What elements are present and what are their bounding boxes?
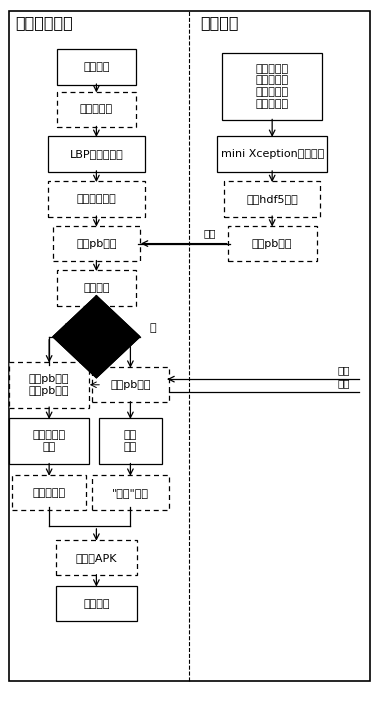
- Text: 年龄与性别
识别: 年龄与性别 识别: [33, 431, 66, 452]
- FancyBboxPatch shape: [48, 181, 144, 217]
- FancyBboxPatch shape: [224, 181, 320, 217]
- FancyBboxPatch shape: [57, 92, 136, 127]
- Text: "悲伤"告警: "悲伤"告警: [112, 488, 149, 498]
- Text: 表情pb模型: 表情pb模型: [110, 380, 151, 390]
- FancyBboxPatch shape: [99, 418, 162, 465]
- Text: 是: 是: [149, 323, 156, 333]
- Text: 四个pb模型: 四个pb模型: [252, 239, 293, 249]
- Text: 表情
识别: 表情 识别: [124, 431, 137, 452]
- Text: 陌生人告警: 陌生人告警: [33, 488, 66, 498]
- FancyBboxPatch shape: [228, 226, 316, 261]
- Text: 性能测试: 性能测试: [83, 599, 110, 609]
- Text: 人脸属性识别: 人脸属性识别: [15, 15, 73, 30]
- Text: 调取: 调取: [338, 366, 350, 376]
- Text: 提取人脸图像: 提取人脸图像: [76, 194, 116, 204]
- FancyBboxPatch shape: [53, 226, 140, 261]
- Text: 调取: 调取: [203, 228, 215, 238]
- Text: 编译成APK: 编译成APK: [76, 553, 117, 563]
- Text: 否: 否: [64, 323, 71, 333]
- FancyBboxPatch shape: [91, 475, 169, 510]
- Text: 模型准备: 模型准备: [200, 15, 239, 30]
- FancyBboxPatch shape: [9, 11, 370, 681]
- Text: 年龄pb模型
性别pb模型: 年龄pb模型 性别pb模型: [29, 374, 70, 395]
- FancyBboxPatch shape: [56, 586, 137, 621]
- Text: 人脸识别: 人脸识别: [83, 283, 110, 293]
- Polygon shape: [53, 296, 140, 378]
- FancyBboxPatch shape: [222, 52, 322, 119]
- Text: 四个hdf5模型: 四个hdf5模型: [246, 194, 298, 204]
- Text: mini Xception网络训练: mini Xception网络训练: [220, 149, 324, 159]
- FancyBboxPatch shape: [12, 475, 86, 510]
- Text: 网络视频: 网络视频: [83, 62, 110, 72]
- FancyBboxPatch shape: [91, 367, 169, 402]
- FancyBboxPatch shape: [57, 270, 136, 306]
- FancyBboxPatch shape: [9, 361, 89, 408]
- Text: 人脸pb模型: 人脸pb模型: [76, 239, 117, 249]
- FancyBboxPatch shape: [9, 418, 89, 465]
- FancyBboxPatch shape: [48, 136, 144, 172]
- Text: 灰度化处理: 灰度化处理: [80, 104, 113, 114]
- FancyBboxPatch shape: [56, 540, 137, 575]
- Text: 调取: 调取: [338, 378, 350, 388]
- Text: 表情数据集
人脸数据集
年龄数据集
性别数据集: 表情数据集 人脸数据集 年龄数据集 性别数据集: [256, 64, 289, 109]
- Text: LBP人脸检测器: LBP人脸检测器: [70, 149, 123, 159]
- FancyBboxPatch shape: [217, 136, 327, 172]
- FancyBboxPatch shape: [57, 49, 136, 85]
